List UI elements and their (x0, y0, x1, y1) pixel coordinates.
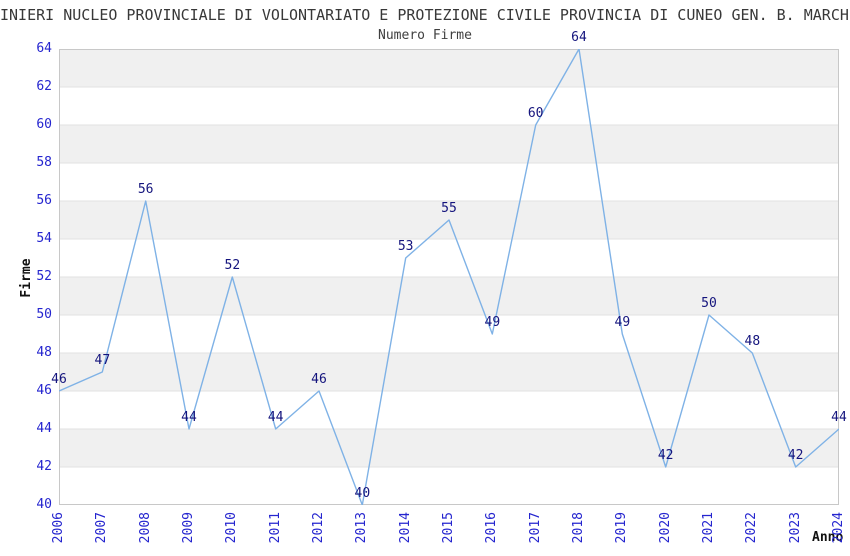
y-tick-label: 52 (36, 269, 52, 284)
data-point-label: 46 (311, 372, 327, 387)
data-point-label: 52 (224, 258, 241, 273)
plot-area (59, 49, 839, 505)
data-point-label: 64 (571, 30, 587, 45)
data-point-label: 60 (527, 106, 544, 121)
x-tick-label: 2016 (484, 512, 500, 544)
data-point-label: 55 (441, 201, 457, 216)
x-axis-label: Anno (812, 530, 844, 545)
data-point-label: 44 (831, 410, 847, 425)
x-tick-label: 2015 (441, 512, 456, 544)
y-tick-label: 58 (36, 155, 52, 170)
x-tick-label: 2020 (657, 512, 673, 544)
y-tick-label: 64 (36, 41, 52, 56)
data-point-label: 47 (94, 353, 111, 368)
data-point-label: 53 (397, 239, 414, 254)
chart-subtitle: Numero Firme (378, 28, 472, 43)
x-tick-label: 2018 (571, 512, 586, 544)
data-point-label: 48 (744, 334, 761, 349)
y-tick-label: 48 (36, 345, 52, 360)
x-tick-label: 2008 (137, 512, 153, 544)
y-tick-label: 56 (36, 193, 52, 208)
x-tick-label: 2012 (311, 512, 326, 544)
x-tick-label: 2022 (744, 512, 760, 544)
x-tick-label: 2021 (701, 512, 716, 544)
x-tick-label: 2023 (787, 512, 803, 544)
x-tick-label: 2010 (224, 512, 240, 544)
y-tick-label: 46 (36, 383, 52, 398)
data-point-label: 44 (181, 410, 197, 425)
data-point-label: 44 (267, 410, 284, 425)
x-tick-label: 2013 (354, 512, 370, 544)
y-tick-label: 62 (36, 79, 52, 94)
y-tick-label: 44 (36, 421, 52, 436)
data-point-label: 49 (484, 315, 501, 330)
y-tick-label: 60 (36, 117, 52, 132)
data-point-label: 42 (787, 448, 804, 463)
chart-title: INIERI NUCLEO PROVINCIALE DI VOLONTARIAT… (0, 7, 850, 23)
x-tick-label: 2011 (267, 512, 283, 544)
data-point-label: 49 (614, 315, 631, 330)
y-tick-label: 50 (36, 307, 52, 322)
x-tick-label: 2019 (614, 512, 630, 544)
x-tick-label: 2024 (831, 512, 846, 544)
x-tick-label: 2007 (94, 512, 110, 544)
y-tick-label: 54 (36, 231, 52, 246)
data-point-label: 56 (137, 182, 154, 197)
data-point-label: 42 (657, 448, 674, 463)
x-tick-label: 2014 (397, 512, 413, 544)
y-tick-label: 42 (36, 459, 52, 474)
y-tick-label: 40 (36, 497, 52, 512)
x-tick-label: 2017 (527, 512, 543, 544)
data-point-label: 46 (51, 372, 67, 387)
x-tick-label: 2006 (51, 512, 66, 544)
x-tick-label: 2009 (181, 512, 196, 544)
data-point-label: 50 (701, 296, 717, 311)
data-point-label: 40 (354, 486, 371, 501)
